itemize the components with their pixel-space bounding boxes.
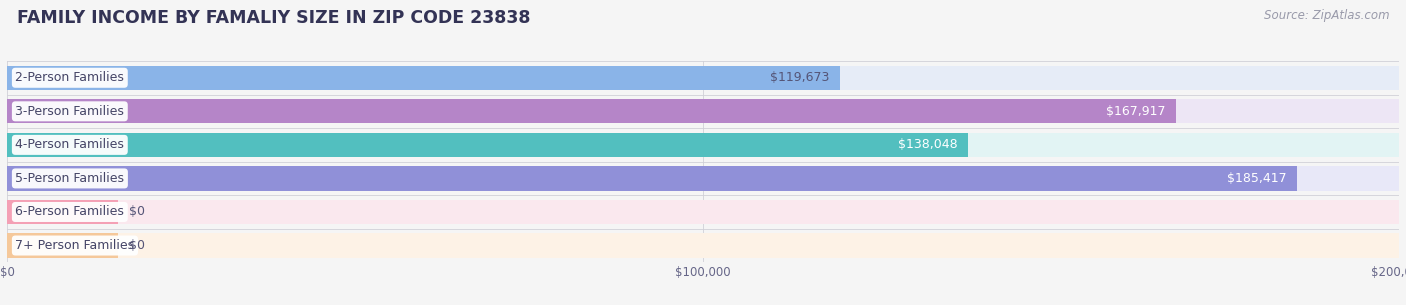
- Bar: [7, 66, 1399, 90]
- Bar: [7, 233, 1399, 258]
- Bar: [7, 200, 1399, 224]
- Text: 6-Person Families: 6-Person Families: [15, 206, 124, 218]
- Text: $119,673: $119,673: [770, 71, 830, 84]
- Text: $167,917: $167,917: [1105, 105, 1166, 118]
- Bar: [7, 200, 118, 224]
- Text: $0: $0: [129, 239, 145, 252]
- Bar: [7, 99, 1399, 124]
- Text: $185,417: $185,417: [1227, 172, 1286, 185]
- Bar: [7, 66, 839, 90]
- Text: 4-Person Families: 4-Person Families: [15, 138, 124, 151]
- Text: $0: $0: [129, 206, 145, 218]
- Bar: [7, 166, 1399, 191]
- Bar: [7, 166, 1298, 191]
- Bar: [7, 233, 118, 258]
- Bar: [7, 133, 1399, 157]
- Text: FAMILY INCOME BY FAMALIY SIZE IN ZIP CODE 23838: FAMILY INCOME BY FAMALIY SIZE IN ZIP COD…: [17, 9, 530, 27]
- Text: Source: ZipAtlas.com: Source: ZipAtlas.com: [1264, 9, 1389, 22]
- Bar: [7, 99, 1175, 124]
- Text: 5-Person Families: 5-Person Families: [15, 172, 124, 185]
- Text: 2-Person Families: 2-Person Families: [15, 71, 124, 84]
- Text: $138,048: $138,048: [898, 138, 957, 151]
- Bar: [7, 133, 967, 157]
- Text: 7+ Person Families: 7+ Person Families: [15, 239, 135, 252]
- Text: 3-Person Families: 3-Person Families: [15, 105, 124, 118]
